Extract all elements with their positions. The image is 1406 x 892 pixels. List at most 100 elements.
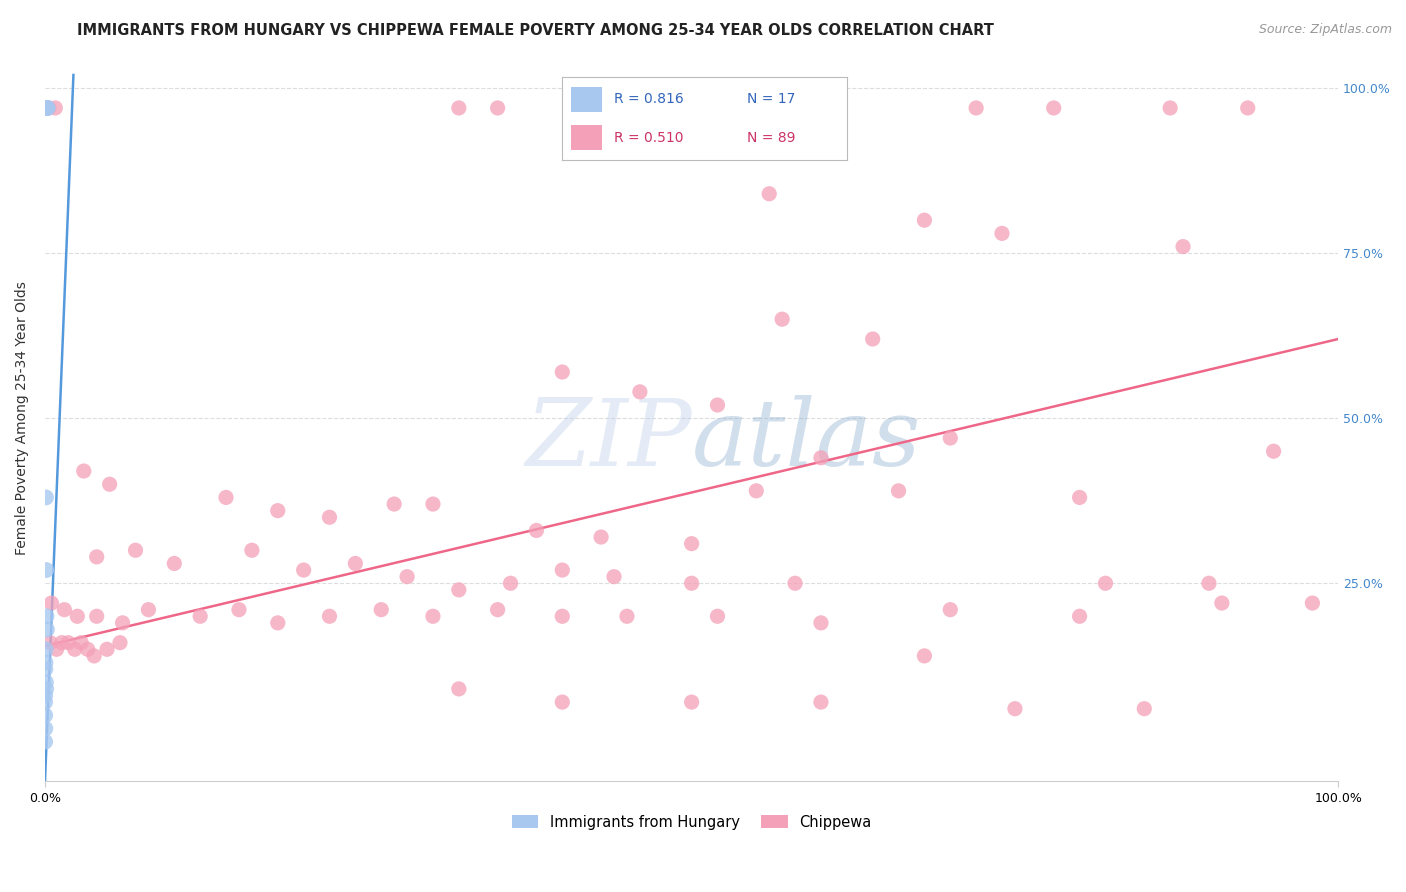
Point <box>681 536 703 550</box>
Point <box>706 398 728 412</box>
Point <box>292 563 315 577</box>
Point <box>422 497 444 511</box>
Point <box>344 557 367 571</box>
Point <box>1198 576 1220 591</box>
Point <box>758 186 780 201</box>
Point <box>1301 596 1323 610</box>
Point <box>86 549 108 564</box>
Point <box>34 101 56 115</box>
Point <box>35 563 58 577</box>
Point <box>228 602 250 616</box>
Point <box>86 609 108 624</box>
Point <box>34 735 56 749</box>
Point <box>34 656 56 670</box>
Point <box>939 431 962 445</box>
Point <box>34 695 56 709</box>
Point <box>810 450 832 465</box>
Point <box>1004 701 1026 715</box>
Y-axis label: Female Poverty Among 25-34 Year Olds: Female Poverty Among 25-34 Year Olds <box>15 281 30 555</box>
Point <box>58 635 80 649</box>
Point <box>770 312 793 326</box>
Point <box>53 602 76 616</box>
Point <box>108 635 131 649</box>
Point <box>35 623 58 637</box>
Point <box>486 602 509 616</box>
Point <box>318 510 340 524</box>
Point <box>745 483 768 498</box>
Point <box>83 648 105 663</box>
Point <box>939 602 962 616</box>
Point <box>862 332 884 346</box>
Point <box>35 609 58 624</box>
Point <box>447 101 470 115</box>
Point <box>35 491 58 505</box>
Point <box>912 213 935 227</box>
Point <box>267 503 290 517</box>
Point <box>51 635 73 649</box>
Point <box>551 563 574 577</box>
Point <box>486 101 509 115</box>
Point <box>267 615 290 630</box>
Point <box>396 569 419 583</box>
Point <box>63 642 86 657</box>
Point <box>1171 239 1194 253</box>
Point <box>37 101 59 115</box>
Point <box>1042 101 1064 115</box>
Point <box>591 530 613 544</box>
Point <box>215 491 238 505</box>
Point <box>39 635 62 649</box>
Point <box>1263 444 1285 458</box>
Point <box>34 722 56 736</box>
Point <box>38 101 60 115</box>
Point <box>188 609 211 624</box>
Text: Source: ZipAtlas.com: Source: ZipAtlas.com <box>1258 23 1392 37</box>
Point <box>318 609 340 624</box>
Point <box>1159 101 1181 115</box>
Point <box>163 557 186 571</box>
Point <box>34 662 56 676</box>
Point <box>73 464 96 478</box>
Point <box>240 543 263 558</box>
Text: atlas: atlas <box>692 395 921 485</box>
Point <box>616 609 638 624</box>
Point <box>551 365 574 379</box>
Point <box>681 695 703 709</box>
Point <box>526 524 548 538</box>
Point <box>98 477 121 491</box>
Point <box>35 642 58 657</box>
Point <box>551 695 574 709</box>
Point <box>70 635 93 649</box>
Point <box>810 695 832 709</box>
Point <box>66 609 89 624</box>
Point <box>35 681 58 696</box>
Point <box>447 582 470 597</box>
Point <box>96 642 118 657</box>
Point <box>706 609 728 624</box>
Point <box>124 543 146 558</box>
Point <box>35 675 58 690</box>
Point <box>111 615 134 630</box>
Text: IMMIGRANTS FROM HUNGARY VS CHIPPEWA FEMALE POVERTY AMONG 25-34 YEAR OLDS CORRELA: IMMIGRANTS FROM HUNGARY VS CHIPPEWA FEMA… <box>77 23 994 38</box>
Point <box>422 609 444 624</box>
Point <box>499 576 522 591</box>
Text: ZIP: ZIP <box>524 395 692 485</box>
Point <box>1094 576 1116 591</box>
Legend: Immigrants from Hungary, Chippewa: Immigrants from Hungary, Chippewa <box>506 809 877 836</box>
Point <box>45 642 67 657</box>
Point <box>76 642 98 657</box>
Point <box>447 681 470 696</box>
Point <box>37 101 59 115</box>
Point <box>681 576 703 591</box>
Point <box>1211 596 1233 610</box>
Point <box>41 596 63 610</box>
Point <box>912 648 935 663</box>
Point <box>965 101 987 115</box>
Point <box>34 689 56 703</box>
Point <box>628 384 651 399</box>
Point <box>991 227 1014 241</box>
Point <box>551 609 574 624</box>
Point <box>887 483 910 498</box>
Point <box>603 569 626 583</box>
Point <box>783 576 806 591</box>
Point <box>44 101 66 115</box>
